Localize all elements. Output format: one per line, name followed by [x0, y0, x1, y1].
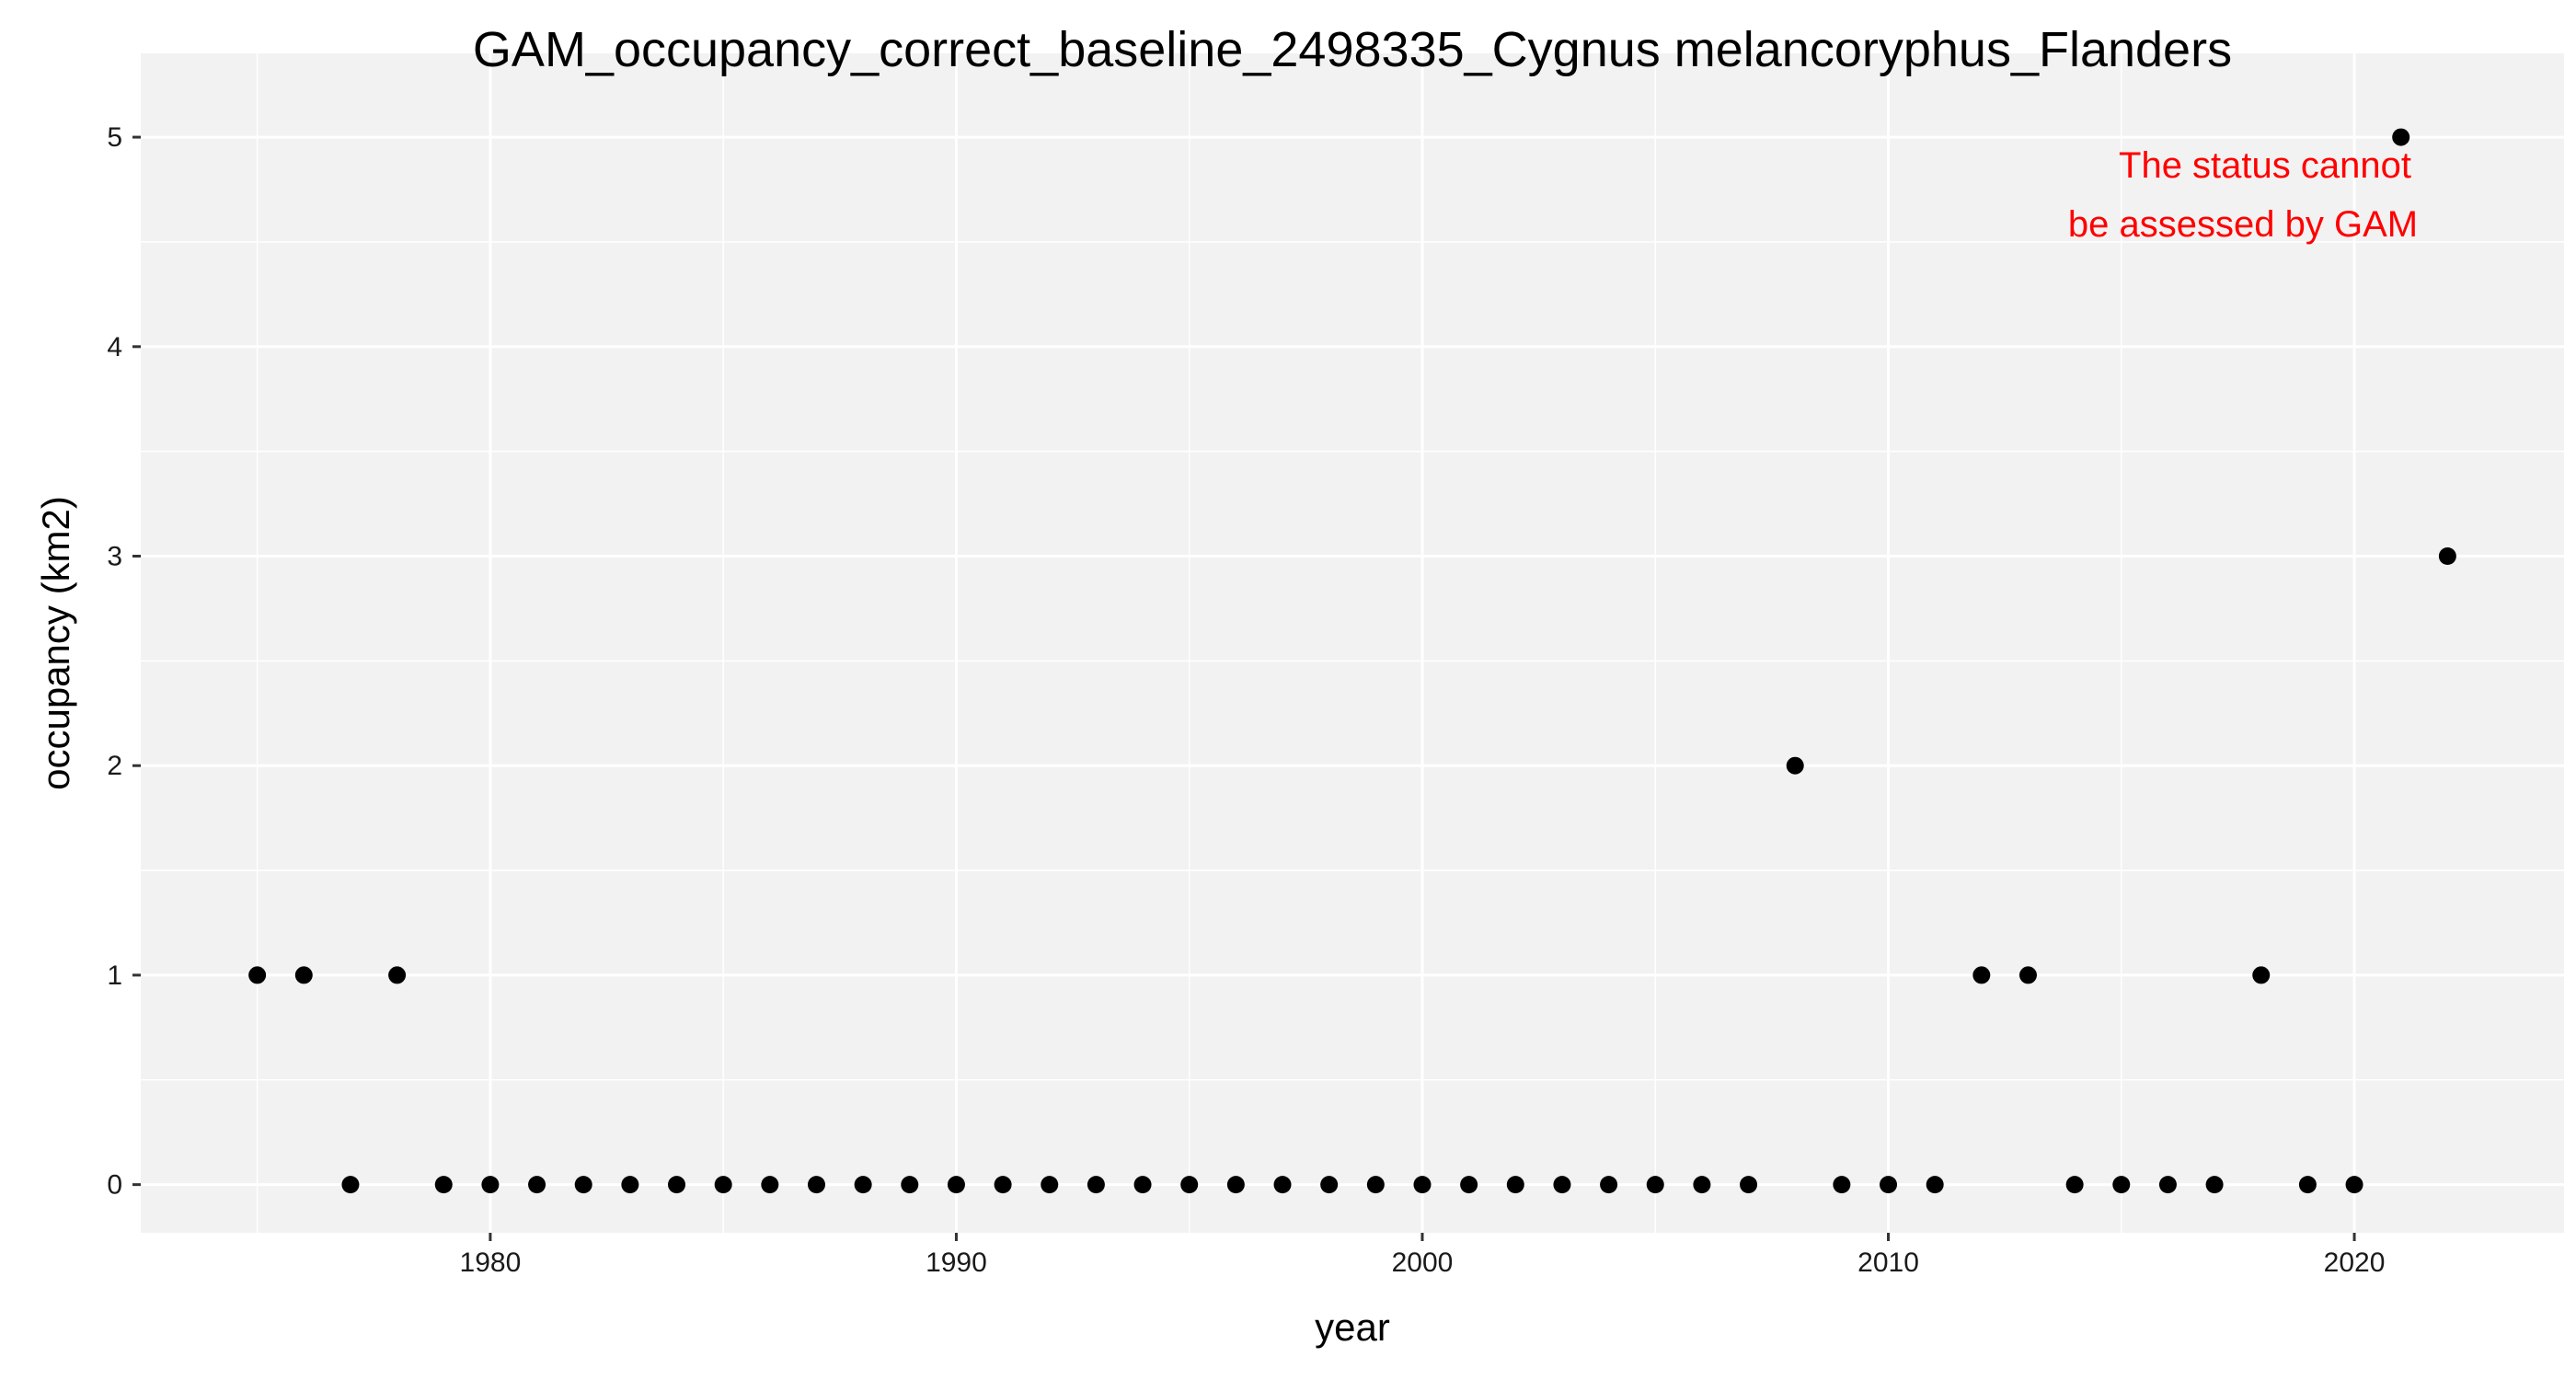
data-point [2112, 1176, 2131, 1194]
data-point [2392, 128, 2410, 146]
data-point [901, 1176, 919, 1194]
data-point [668, 1176, 686, 1194]
data-point [1506, 1176, 1524, 1194]
y-axis-title: occupancy (km2) [34, 496, 77, 790]
x-tick-label: 2020 [2324, 1248, 2386, 1278]
data-point [854, 1176, 872, 1194]
data-point [528, 1176, 546, 1194]
data-point [1041, 1176, 1059, 1194]
data-point [1646, 1176, 1664, 1194]
data-point [481, 1176, 500, 1194]
x-tick-label: 1980 [460, 1248, 522, 1278]
data-point [2252, 966, 2271, 984]
y-tick-label: 4 [107, 332, 122, 362]
data-point [2065, 1176, 2084, 1194]
data-point [807, 1176, 825, 1194]
annotation-line-1: The status cannot [2119, 145, 2411, 186]
y-tick-label: 0 [107, 1170, 122, 1201]
x-tick-label: 2010 [1857, 1248, 1919, 1278]
data-point [1833, 1176, 1851, 1194]
data-point [1880, 1176, 1898, 1194]
x-tick-label: 1990 [926, 1248, 987, 1278]
data-point [434, 1176, 453, 1194]
x-axis: 1980 1990 2000 2010 2020 [460, 1233, 2386, 1278]
y-tick-label: 5 [107, 122, 122, 153]
data-point [1460, 1176, 1478, 1194]
data-point [574, 1176, 592, 1194]
data-point [1972, 966, 1991, 984]
data-point [2345, 1176, 2363, 1194]
y-tick-label: 1 [107, 960, 122, 991]
plot-panel [141, 53, 2564, 1233]
data-point [947, 1176, 965, 1194]
data-point [1087, 1176, 1105, 1194]
data-point [1366, 1176, 1385, 1194]
data-point [2298, 1176, 2317, 1194]
data-point [294, 966, 313, 984]
x-tick-label: 2000 [1392, 1248, 1454, 1278]
data-point [2158, 1176, 2177, 1194]
data-point [621, 1176, 639, 1194]
data-point [1133, 1176, 1152, 1194]
data-point [1553, 1176, 1571, 1194]
data-point [994, 1176, 1012, 1194]
x-axis-title: year [1315, 1305, 1390, 1349]
data-point [1740, 1176, 1758, 1194]
data-point [341, 1176, 360, 1194]
data-points [248, 128, 2456, 1194]
data-point [2205, 1176, 2224, 1194]
data-point [1180, 1176, 1199, 1194]
data-point [1786, 756, 1804, 775]
data-point [1320, 1176, 1339, 1194]
chart-title: GAM_occupancy_correct_baseline_2498335_C… [473, 22, 2232, 77]
data-point [1600, 1176, 1618, 1194]
annotation-line-2: be assessed by GAM [2068, 204, 2418, 245]
data-point [1693, 1176, 1711, 1194]
data-point [1413, 1176, 1432, 1194]
data-point [2018, 966, 2037, 984]
y-tick-label: 3 [107, 542, 122, 572]
data-point [248, 966, 267, 984]
minor-gridlines [141, 53, 2564, 1233]
y-tick-label: 2 [107, 751, 122, 781]
data-point [388, 966, 407, 984]
y-axis: 0 1 2 3 4 5 [107, 122, 141, 1201]
data-point [761, 1176, 779, 1194]
data-point [714, 1176, 732, 1194]
data-point [1273, 1176, 1292, 1194]
data-point [1926, 1176, 1944, 1194]
data-point [1226, 1176, 1245, 1194]
data-point [2438, 547, 2456, 566]
